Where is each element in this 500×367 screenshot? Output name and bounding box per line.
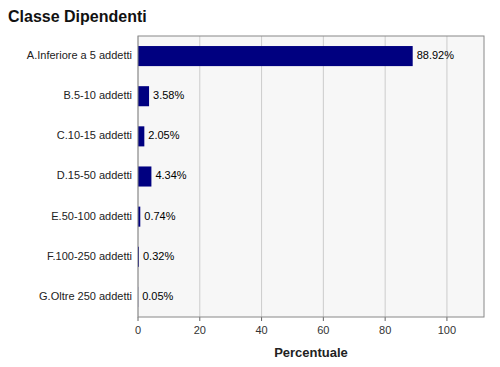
tick-label: 100 — [438, 324, 456, 336]
data-label: 0.74% — [144, 210, 175, 222]
grid-line — [261, 36, 262, 317]
tick-mark — [138, 317, 139, 321]
data-label: 2.05% — [148, 129, 179, 141]
x-axis-label: Percentuale — [274, 345, 348, 360]
data-label: 3.58% — [153, 89, 184, 101]
tick-label: 60 — [317, 324, 329, 336]
grid-line — [323, 36, 324, 317]
grid — [138, 36, 447, 317]
data-label: 88.92% — [417, 49, 455, 61]
bar — [138, 126, 144, 146]
bars — [138, 46, 413, 307]
grid-line — [446, 36, 447, 317]
grid-line — [385, 36, 386, 317]
data-labels: 88.92% 3.58% 2.05% 4.34% 0.74% 0.32% 0.05% — [142, 49, 454, 302]
tick-mark — [199, 317, 200, 321]
category-label: E.50-100 addetti — [51, 210, 132, 222]
chart-container: 0 20 40 60 80 100 A.Inferiore a 5 addetti B.5-1… — [0, 0, 500, 367]
y-axis: A.Inferiore a 5 addetti B.5-10 addetti C.1… — [27, 49, 132, 302]
category-label: C.10-15 addetti — [57, 129, 132, 141]
plot-area — [138, 36, 484, 317]
grid-line — [199, 36, 200, 317]
plot-frame — [138, 36, 484, 317]
tick-mark — [446, 317, 447, 321]
data-label: 0.05% — [142, 290, 173, 302]
tick-mark — [261, 317, 262, 321]
category-label: G.Oltre 250 addetti — [39, 290, 132, 302]
data-label: 0.32% — [143, 250, 174, 262]
bar — [138, 86, 149, 106]
category-label: B.5-10 addetti — [64, 89, 133, 101]
chart: 0 20 40 60 80 100 A.Inferiore a 5 addetti B.5-1… — [0, 0, 500, 367]
data-label: 4.34% — [155, 169, 186, 181]
bar — [138, 166, 151, 186]
tick-label: 80 — [379, 324, 391, 336]
category-label: F.100-250 addetti — [47, 250, 132, 262]
x-axis: 0 20 40 60 80 100 — [135, 317, 456, 336]
tick-label: 40 — [255, 324, 267, 336]
category-label: A.Inferiore a 5 addetti — [27, 49, 132, 61]
tick-label: 0 — [135, 324, 141, 336]
tick-mark — [323, 317, 324, 321]
tick-mark — [385, 317, 386, 321]
title: Classe Dipendenti — [8, 8, 147, 25]
bar — [138, 46, 413, 66]
tick-label: 20 — [194, 324, 206, 336]
category-label: D.15-50 addetti — [57, 169, 132, 181]
